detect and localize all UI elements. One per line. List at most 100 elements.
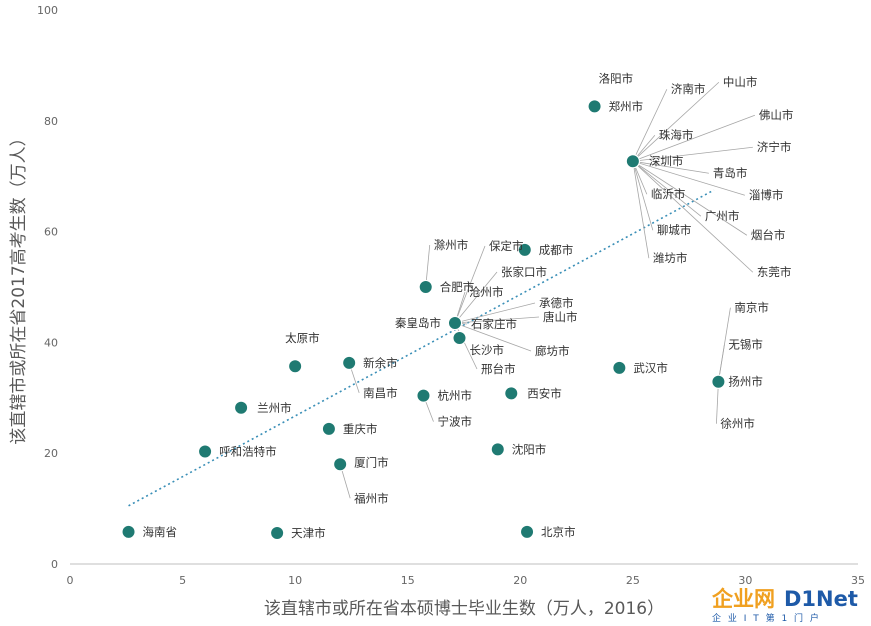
point-label: 邢台市 (481, 362, 515, 376)
point-label: 扬州市 (728, 375, 763, 389)
point-label: 保定市 (489, 239, 523, 253)
point-label: 东莞市 (757, 265, 792, 279)
y-tick-label: 100 (37, 4, 58, 17)
x-tick-label: 30 (738, 574, 752, 587)
data-point (520, 524, 535, 539)
label-leader-line (632, 81, 720, 162)
point-label: 新余市 (363, 356, 398, 370)
point-label: 临沂市 (651, 187, 686, 201)
data-point (625, 154, 640, 169)
data-point (121, 524, 136, 539)
point-label: 合肥市 (440, 280, 475, 294)
label-leader-line (454, 271, 498, 324)
data-point (587, 99, 602, 114)
label-leader-line (454, 245, 486, 324)
point-label: 沈阳市 (512, 442, 547, 456)
point-label: 呼和浩特市 (219, 445, 276, 459)
label-leader-line (632, 160, 754, 273)
x-axis-title: 该直辖市或所在省本硕博士毕业生数（万人，2016） (264, 599, 664, 619)
x-tick-label: 25 (626, 574, 640, 587)
point-label: 张家口市 (501, 265, 547, 279)
data-point (288, 359, 303, 374)
data-point (418, 280, 433, 294)
point-label: 淄博市 (749, 188, 784, 202)
data-point (490, 442, 505, 457)
data-point (517, 242, 532, 257)
x-tick-label: 20 (513, 574, 527, 587)
point-label: 厦门市 (354, 455, 389, 469)
trendline (128, 189, 715, 507)
label-leader-line (632, 160, 748, 236)
point-label: 洛阳市 (599, 71, 634, 85)
point-label: 聊城市 (657, 223, 692, 237)
y-tick-label: 20 (44, 447, 58, 460)
point-label: 西安市 (527, 386, 562, 400)
point-label: 天津市 (291, 526, 326, 540)
watermark-brand-en: D1Net (784, 587, 858, 611)
data-point (612, 360, 627, 375)
label-leader-line (632, 89, 668, 162)
data-point (333, 457, 348, 472)
point-label: 南昌市 (363, 386, 398, 400)
label-leader-line (632, 114, 755, 162)
watermark-brand-cn: 企业网 (711, 587, 775, 611)
leader-lines (339, 81, 755, 499)
point-label: 郑州市 (609, 99, 644, 113)
point-label: 石家庄市 (471, 317, 517, 331)
y-tick-label: 60 (44, 226, 58, 239)
y-ticks: 0 20 40 60 80 100 (37, 4, 58, 571)
point-label: 北京市 (541, 525, 576, 539)
label-leader-line (425, 244, 431, 288)
x-tick-label: 0 (67, 574, 74, 587)
label-leader-line (632, 160, 745, 196)
point-label: 长沙市 (469, 343, 504, 357)
point-label: 广州市 (705, 209, 740, 223)
point-label: 海南省 (143, 525, 178, 539)
data-point (504, 386, 519, 401)
data-point (198, 444, 213, 459)
label-leader-line (632, 146, 753, 162)
y-axis-title: 该直辖市或所在省2017高考生数（万人） (9, 129, 29, 444)
point-label: 中山市 (723, 75, 758, 89)
data-point (234, 400, 249, 415)
label-leader-line (454, 322, 478, 370)
watermark-subtitle: 企 业 I T 第 1 门 户 (712, 612, 821, 624)
data-point (270, 525, 285, 540)
data-point (416, 388, 431, 403)
x-tick-label: 35 (851, 574, 865, 587)
x-ticks: 0 5 10 15 20 25 30 35 (67, 574, 866, 587)
label-leader-line (632, 160, 702, 217)
data-point (321, 421, 336, 436)
point-label: 福州市 (354, 491, 389, 505)
points-layer (121, 99, 726, 540)
label-leader-line (632, 161, 650, 259)
x-tick-label: 5 (179, 574, 186, 587)
label-leader-line (454, 316, 540, 324)
label-leader-line (454, 302, 536, 324)
point-label: 宁波市 (437, 415, 472, 429)
point-label: 南京市 (734, 301, 769, 315)
point-label: 深圳市 (649, 154, 684, 168)
label-leader-line (632, 161, 654, 231)
point-label: 珠海市 (659, 128, 694, 142)
data-point (711, 374, 726, 389)
data-point (447, 316, 462, 331)
y-tick-label: 0 (51, 558, 58, 571)
label-leader-line (632, 160, 709, 174)
point-label: 秦皇岛市 (395, 316, 441, 330)
y-tick-label: 40 (44, 336, 58, 349)
trendline-layer (128, 189, 715, 507)
point-label: 无锡市 (728, 338, 763, 352)
point-label: 济宁市 (757, 140, 792, 154)
data-point (452, 330, 467, 345)
point-label: 武汉市 (633, 361, 668, 375)
x-tick-label: 15 (401, 574, 415, 587)
point-label: 廊坊市 (535, 344, 570, 358)
point-label: 烟台市 (751, 228, 786, 242)
watermark: 企业网 D1Net 企 业 I T 第 1 门 户 (711, 587, 858, 624)
label-leader-line (716, 381, 719, 424)
point-label: 青岛市 (713, 166, 748, 180)
point-label: 徐州市 (720, 417, 755, 431)
point-label: 成都市 (539, 243, 574, 257)
